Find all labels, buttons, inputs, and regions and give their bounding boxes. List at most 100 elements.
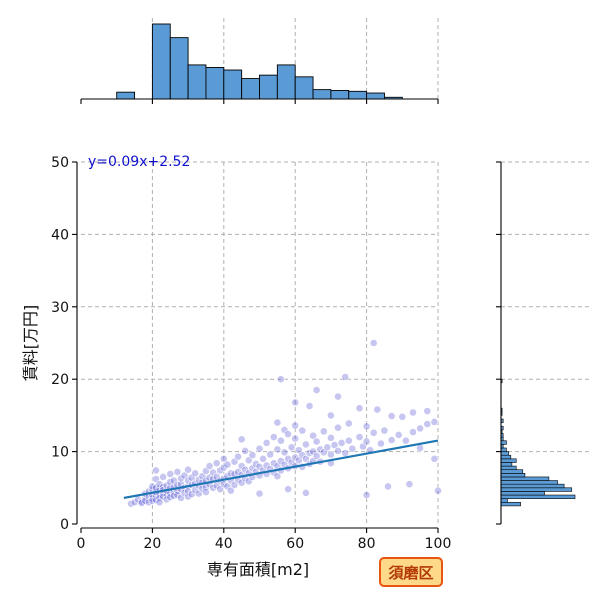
data-point xyxy=(259,454,267,463)
data-point xyxy=(184,465,192,474)
top-hist-bar xyxy=(366,92,385,100)
data-point xyxy=(334,446,342,455)
data-point xyxy=(326,450,335,459)
y-tick-label: 30 xyxy=(51,300,69,316)
data-point xyxy=(241,446,250,455)
right-hist-bar xyxy=(500,454,512,460)
scatter-plot: 0 20 40 60 80 100 0 10 20 30 40 50 xyxy=(51,155,451,552)
data-point xyxy=(326,411,335,420)
data-point xyxy=(344,436,353,445)
y-axis-title: 賃料[万円] xyxy=(21,305,40,382)
right-hist-bar xyxy=(500,476,550,481)
data-point xyxy=(266,450,275,459)
right-histogram-bars xyxy=(500,378,576,507)
data-point xyxy=(376,439,385,448)
data-point xyxy=(373,405,382,414)
top-hist-bar xyxy=(116,91,135,100)
data-point xyxy=(401,436,410,445)
x-tick-label: 80 xyxy=(358,536,376,552)
data-point xyxy=(362,491,371,499)
data-point xyxy=(291,421,300,430)
x-tick-label: 20 xyxy=(143,536,161,552)
data-point xyxy=(291,398,300,407)
district-badge-label: 須磨区 xyxy=(387,564,433,582)
data-point xyxy=(434,486,442,495)
scatter-points xyxy=(127,339,442,508)
data-point xyxy=(387,436,396,444)
data-point xyxy=(159,472,167,481)
data-point xyxy=(237,435,246,444)
top-hist-bar xyxy=(330,90,350,100)
data-point xyxy=(219,454,228,463)
data-point xyxy=(301,440,310,449)
data-point xyxy=(362,422,371,431)
top-hist-bar xyxy=(151,23,171,100)
data-point xyxy=(326,433,335,442)
data-point xyxy=(416,424,424,433)
data-point xyxy=(280,448,289,457)
right-hist-bar xyxy=(500,440,507,445)
data-point xyxy=(255,444,264,453)
x-tick-label: 0 xyxy=(77,536,86,552)
data-point xyxy=(334,423,342,432)
top-hist-bar xyxy=(312,89,332,100)
y-tick-label: 50 xyxy=(51,155,69,171)
data-point xyxy=(430,417,439,426)
data-point xyxy=(337,438,346,447)
data-point xyxy=(173,467,182,476)
data-point xyxy=(212,459,221,468)
data-point xyxy=(423,420,432,428)
data-point xyxy=(334,392,342,401)
data-point xyxy=(234,452,242,461)
scatter-axes xyxy=(72,161,439,533)
data-point xyxy=(226,486,235,495)
top-histogram xyxy=(80,18,439,104)
data-point xyxy=(273,418,282,427)
top-hist-bar xyxy=(276,64,296,100)
x-tick-label: 100 xyxy=(425,536,452,552)
data-point xyxy=(284,430,292,439)
data-point xyxy=(152,466,160,475)
data-point xyxy=(398,412,407,421)
x-tick-label: 60 xyxy=(286,536,304,552)
right-hist-bar xyxy=(500,498,508,503)
data-point xyxy=(323,443,332,452)
data-point xyxy=(423,407,432,415)
data-point xyxy=(273,472,282,481)
top-hist-bar xyxy=(187,64,207,100)
data-point xyxy=(394,430,403,439)
right-hist-bar xyxy=(500,483,565,489)
data-point xyxy=(284,485,292,494)
top-hist-bar xyxy=(169,37,189,100)
data-point xyxy=(312,386,321,394)
data-point xyxy=(191,469,200,478)
data-point xyxy=(409,408,417,417)
data-point xyxy=(155,498,164,507)
data-point xyxy=(273,445,282,454)
right-hist-bar xyxy=(500,458,517,463)
data-point xyxy=(380,426,389,435)
data-point xyxy=(341,373,350,381)
y-tick-label: 0 xyxy=(60,517,69,533)
data-point xyxy=(430,454,439,463)
data-point xyxy=(166,470,175,478)
y-tick-label: 20 xyxy=(51,372,69,388)
data-point xyxy=(344,419,353,428)
x-tick-labels: 0 20 40 60 80 100 xyxy=(77,536,452,552)
top-histogram-axis xyxy=(80,98,439,104)
y-tick-labels: 0 10 20 30 40 50 xyxy=(51,155,69,533)
right-histogram-grid xyxy=(501,161,590,453)
x-axis-title: 専有面積[m2] xyxy=(207,560,309,579)
regression-equation: y=0.09x+2.52 xyxy=(88,154,190,170)
data-point xyxy=(312,451,321,460)
top-histogram-bars xyxy=(116,23,403,100)
data-point xyxy=(287,443,296,452)
data-point xyxy=(362,437,371,446)
data-point xyxy=(305,402,314,410)
right-hist-bar xyxy=(500,469,524,474)
data-point xyxy=(369,339,378,347)
data-point xyxy=(248,451,257,460)
data-point xyxy=(405,480,414,489)
data-point xyxy=(298,426,307,435)
